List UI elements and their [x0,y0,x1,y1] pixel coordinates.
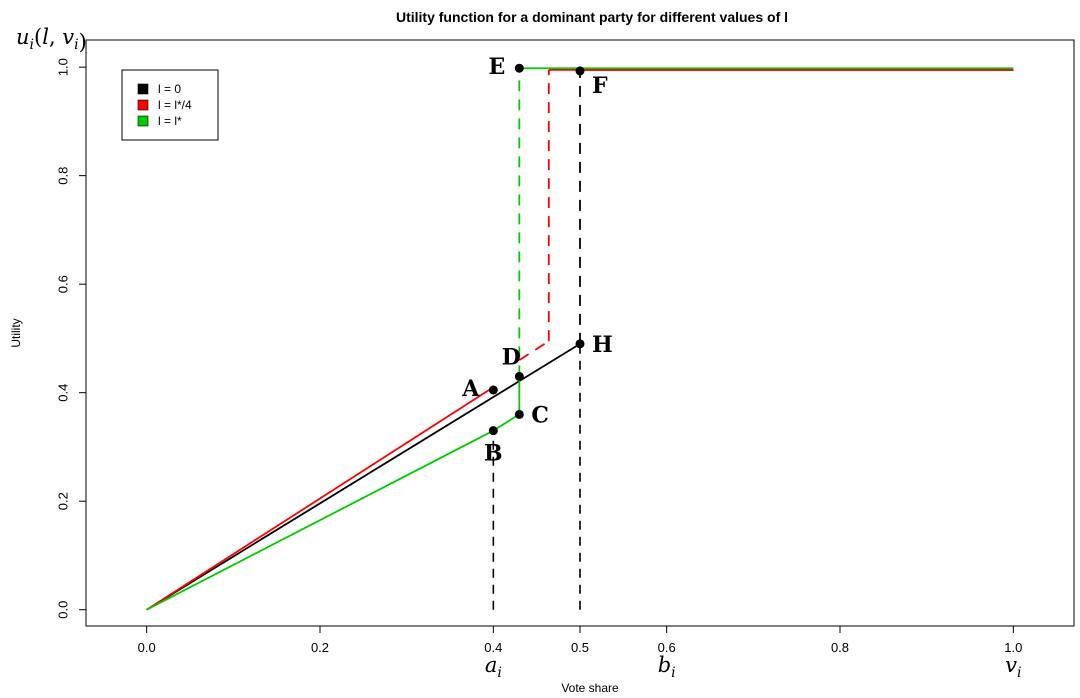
y-tick-label: 0.0 [55,601,70,619]
point-label: E [489,54,506,80]
series-line-segment [146,429,494,611]
legend-swatch [137,83,149,95]
series-line-segment [146,343,581,611]
x-axis: 0.0 0.2 0.4 0.6 0.8 1.0 0.5 ai bi vi [138,626,1022,681]
legend: l = 0 l = l*/4 l = l* [121,69,219,141]
legend-label: l = l*/4 [158,98,192,112]
series-line-segment [518,340,550,361]
point-label: B [484,441,503,467]
below-axis-label: vi [1005,653,1021,681]
y-tick-label: 0.6 [55,275,70,293]
x-tick-label: 0.0 [138,640,156,655]
x-tick-label: 0.6 [658,640,676,655]
point-marker [514,371,524,381]
x-tick-label: 0.8 [831,640,849,655]
x-tick-label: 0.4 [484,640,502,655]
y-tick-label: 0.8 [55,167,70,185]
point-marker [514,63,524,73]
point-marker [575,339,585,349]
reference-lines [492,343,581,610]
below-axis-label: ai [485,653,502,681]
points-layer: A B C D E F H [461,54,613,466]
point-marker [514,409,524,419]
x-tick-label: 0.5 [571,640,589,655]
point-marker [488,385,498,395]
series-line-segment [146,386,494,611]
point-label: A [461,376,480,402]
corner-label: ui(l, vi) [16,25,87,54]
x-tick-label: 0.2 [311,640,329,655]
point-marker [575,66,585,76]
chart-title: Utility function for a dominant party fo… [396,9,788,25]
legend-label: l = 0 [158,82,181,96]
below-axis-label: bi [658,653,676,681]
series-line-segment [492,413,520,432]
y-axis-label: Utility [9,318,23,347]
legend-swatch [137,115,149,127]
series-1 [146,68,1014,611]
series-layer [146,67,1014,611]
x-tick-label: 1.0 [1004,640,1022,655]
x-axis-label: Vote share [561,681,619,695]
legend-swatch [137,99,149,111]
y-tick-label: 1.0 [55,58,70,76]
point-label: F [592,73,608,99]
legend-label: l = l* [158,114,182,128]
y-tick-label: 0.2 [55,492,70,510]
point-label: D [502,344,521,370]
y-axis: 0.0 0.2 0.4 0.6 0.8 1.0 [55,58,86,619]
point-marker [488,426,498,436]
point-label: C [531,402,549,428]
y-tick-label: 0.4 [55,384,70,402]
point-label: H [592,332,613,358]
series-2 [146,67,1014,611]
